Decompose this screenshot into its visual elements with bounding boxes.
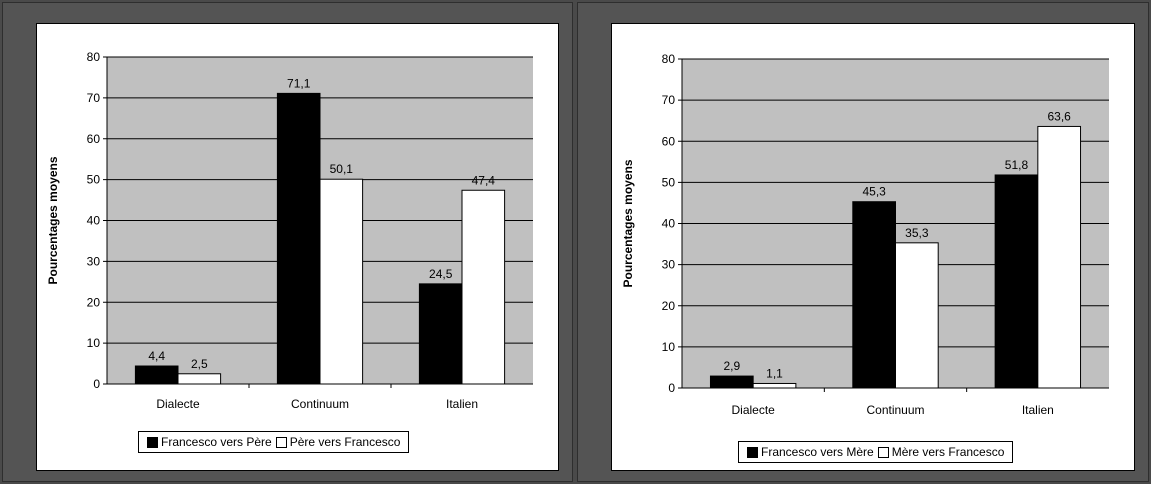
y-tick-label: 0 (93, 377, 100, 391)
legend-swatch-black (747, 446, 758, 458)
y-tick-label: 10 (662, 340, 676, 354)
bar (461, 189, 506, 385)
chart-card-left: 0 10 20 30 40 50 60 70 80 4,4 2,5 Dialecte 71,1 50,1 C… (36, 23, 559, 471)
legend-item-series-1: Mère vers Francesco (876, 445, 1005, 459)
data-label: 35,3 (905, 226, 929, 240)
legend-item-series-1: Père vers Francesco (274, 435, 401, 449)
y-tick-label: 80 (662, 52, 676, 66)
legend-item-series-0: Francesco vers Père (145, 435, 272, 449)
bar (994, 174, 1039, 389)
legend-label: Francesco vers Père (161, 435, 272, 449)
data-label: 51,8 (1005, 158, 1029, 172)
legend-label: Père vers Francesco (289, 435, 401, 449)
y-tick-label: 60 (662, 134, 676, 148)
bar (418, 283, 463, 385)
data-label: 24,5 (429, 267, 453, 281)
y-axis-title: Pourcentages moyens (621, 159, 635, 287)
y-tick-label: 80 (87, 50, 101, 64)
x-category-label: Dialecte (731, 403, 775, 417)
x-category-label: Continuum (291, 397, 349, 411)
y-axis-title: Pourcentages moyens (46, 156, 60, 284)
data-label: 63,6 (1048, 109, 1072, 123)
chart-panel-right: 0 10 20 30 40 50 60 70 80 2,9 1,1 Dialecte 45,3 35,3 C… (577, 2, 1149, 482)
y-tick-label: 20 (662, 299, 676, 313)
data-label: 2,5 (191, 357, 208, 371)
legend-father: Francesco vers Père Père vers Francesco (138, 431, 410, 453)
y-tick-label: 30 (662, 258, 676, 272)
bar (319, 178, 364, 385)
y-tick-label: 40 (87, 214, 101, 228)
y-tick-label: 40 (662, 217, 676, 231)
y-tick-label: 30 (87, 254, 101, 268)
bar (1037, 125, 1082, 389)
x-category-label: Dialecte (156, 397, 200, 411)
legend-item-series-0: Francesco vers Mère (745, 445, 874, 459)
bar (752, 382, 797, 389)
x-category-label: Continuum (866, 403, 924, 417)
y-tick-label: 70 (87, 91, 101, 105)
bar (852, 201, 897, 389)
y-tick-label: 10 (87, 336, 101, 350)
data-label: 47,4 (472, 173, 496, 187)
data-label: 71,1 (287, 76, 311, 90)
x-category-label: Italien (1022, 403, 1054, 417)
data-label: 1,1 (766, 366, 783, 380)
y-tick-label: 50 (662, 175, 676, 189)
x-category-label: Italien (446, 397, 478, 411)
bar (177, 373, 222, 385)
data-label: 4,4 (148, 349, 165, 363)
bar-chart-father: 0 10 20 30 40 50 60 70 80 4,4 2,5 Dialecte 71,1 50,1 C… (46, 50, 533, 411)
legend-label: Mère vers Francesco (891, 445, 1005, 459)
y-tick-label: 60 (87, 132, 101, 146)
y-tick-label: 20 (87, 295, 101, 309)
data-label: 45,3 (862, 185, 886, 199)
legend-swatch-white (275, 436, 287, 448)
y-tick-label: 70 (662, 93, 676, 107)
bar (709, 375, 754, 389)
data-label: 50,1 (330, 162, 354, 176)
chart-panel-left: 0 10 20 30 40 50 60 70 80 4,4 2,5 Dialecte 71,1 50,1 C… (2, 2, 573, 482)
bar (276, 92, 321, 385)
legend-label: Francesco vers Mère (761, 445, 874, 459)
y-tick-label: 50 (87, 173, 101, 187)
bar (895, 242, 939, 389)
bar (134, 365, 179, 385)
legend-swatch-black (147, 436, 158, 448)
legend-mother: Francesco vers Mère Mère vers Francesco (738, 441, 1014, 463)
legend-swatch-white (877, 446, 889, 458)
chart-card-right: 0 10 20 30 40 50 60 70 80 2,9 1,1 Dialecte 45,3 35,3 C… (611, 23, 1135, 471)
bar-chart-mother: 0 10 20 30 40 50 60 70 80 2,9 1,1 Dialecte 45,3 35,3 C… (621, 52, 1109, 417)
data-label: 2,9 (723, 359, 740, 373)
y-tick-label: 0 (668, 381, 675, 395)
